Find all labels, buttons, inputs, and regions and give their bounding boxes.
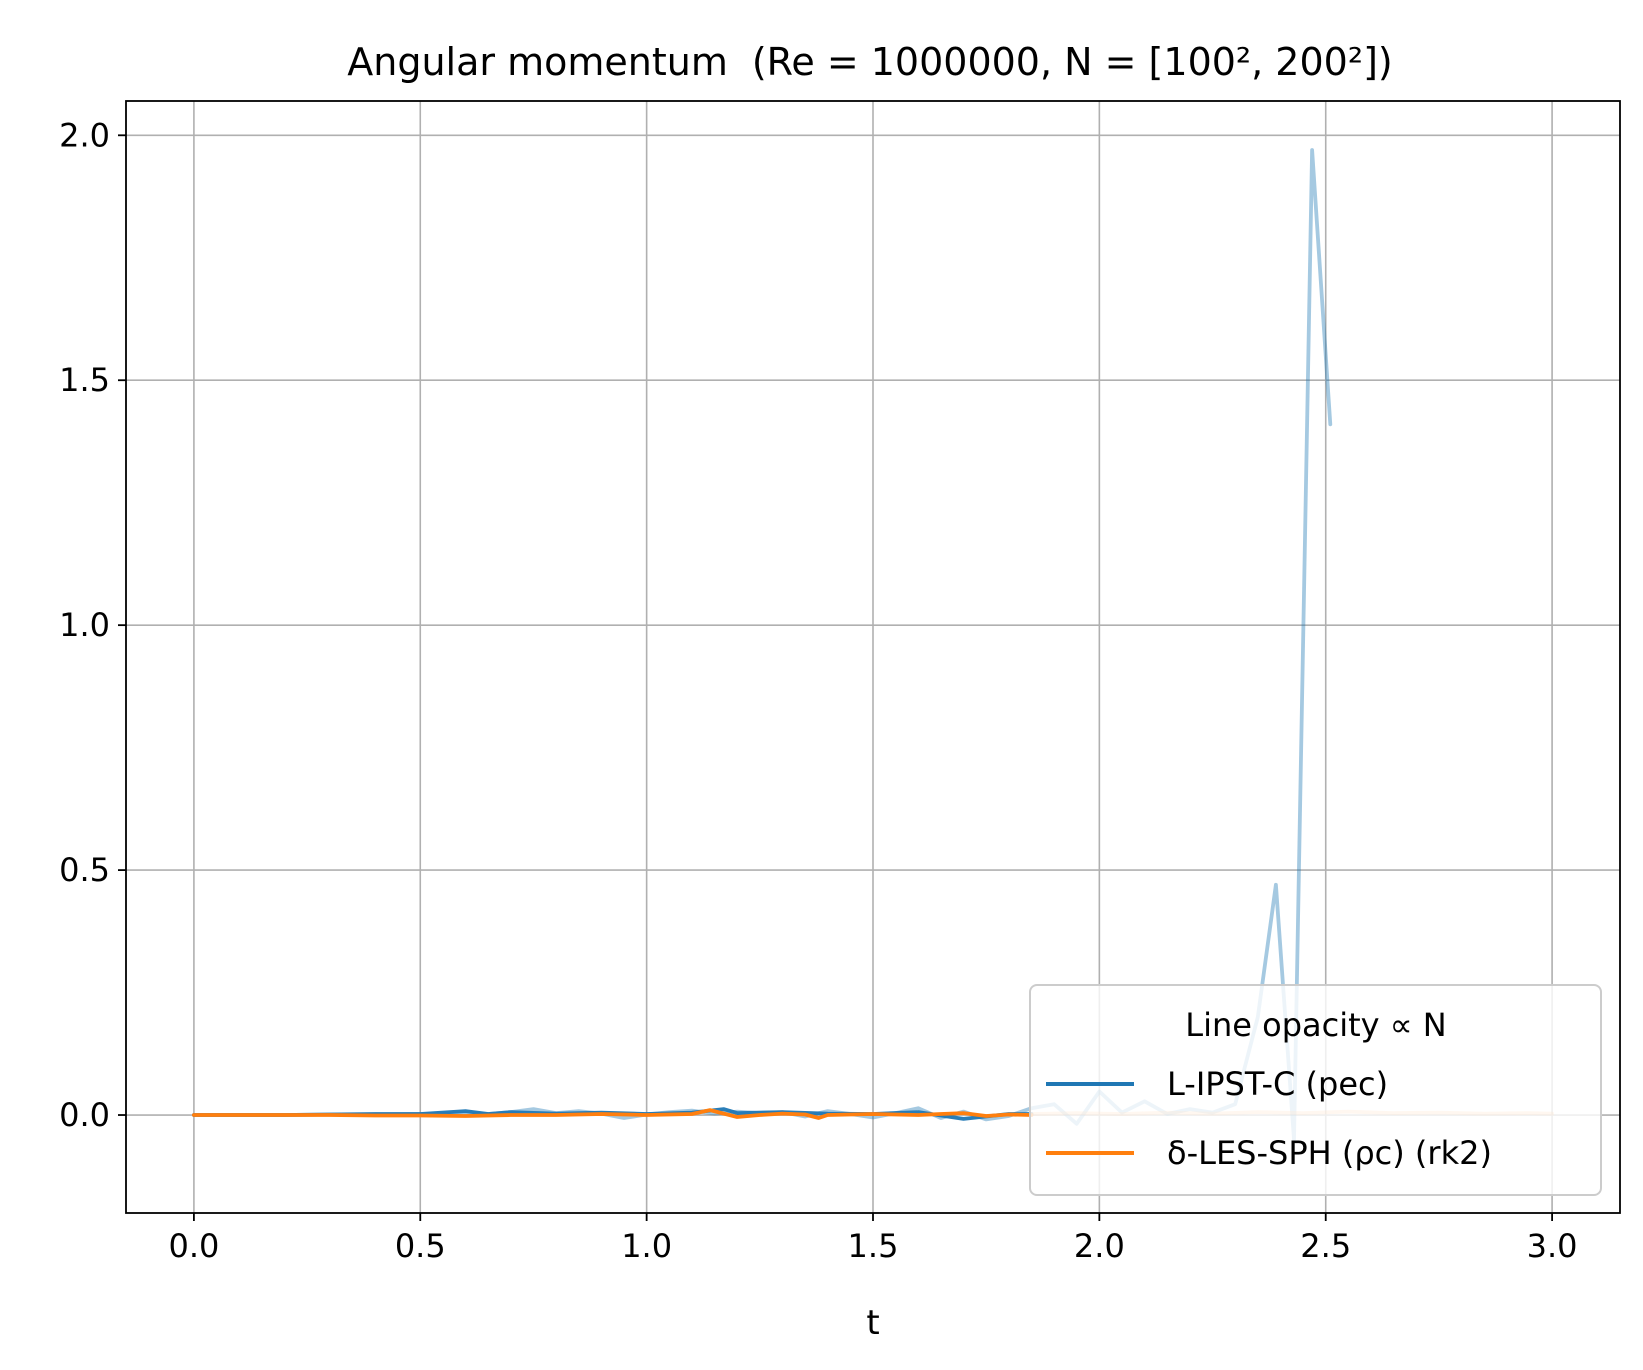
y-tick-label: 1.0 [59,606,110,644]
legend: Line opacity ∝ N L-IPST-C (pec) δ-LES-SP… [1029,984,1602,1196]
y-tick-label: 0.5 [59,851,110,889]
y-tick-label: 2.0 [59,116,110,154]
legend-box [1029,984,1602,1196]
chart-title-params: (Re = 1000000, N = [100², 200²]) [752,40,1393,84]
x-tick-label: 1.0 [621,1227,672,1265]
legend-label-dles: δ-LES-SPH (ρc) (rk2) [1167,1134,1492,1172]
x-tick-label: 0.5 [395,1227,446,1265]
x-tick-label: 2.5 [1300,1227,1351,1265]
chart-title: Angular momentum (Re = 1000000, N = [100²… [347,40,1392,84]
x-axis-label: t [866,1303,879,1343]
y-axis-ticks: 0.0 0.5 1.0 1.5 2.0 [59,116,126,1134]
legend-title: Line opacity ∝ N [1185,1006,1446,1044]
x-axis-ticks: 0.0 0.5 1.0 1.5 2.0 2.5 3.0 [168,1213,1578,1265]
legend-label-lipst: L-IPST-C (pec) [1167,1065,1388,1103]
x-tick-label: 2.0 [1074,1227,1125,1265]
y-tick-label: 1.5 [59,361,110,399]
series-line-3 [192,1108,1034,1120]
y-tick-label: 0.0 [59,1096,110,1134]
x-tick-label: 3.0 [1527,1227,1578,1265]
x-tick-label: 0.0 [168,1227,219,1265]
chart-title-main: Angular momentum [347,40,728,84]
x-tick-label: 1.5 [848,1227,899,1265]
